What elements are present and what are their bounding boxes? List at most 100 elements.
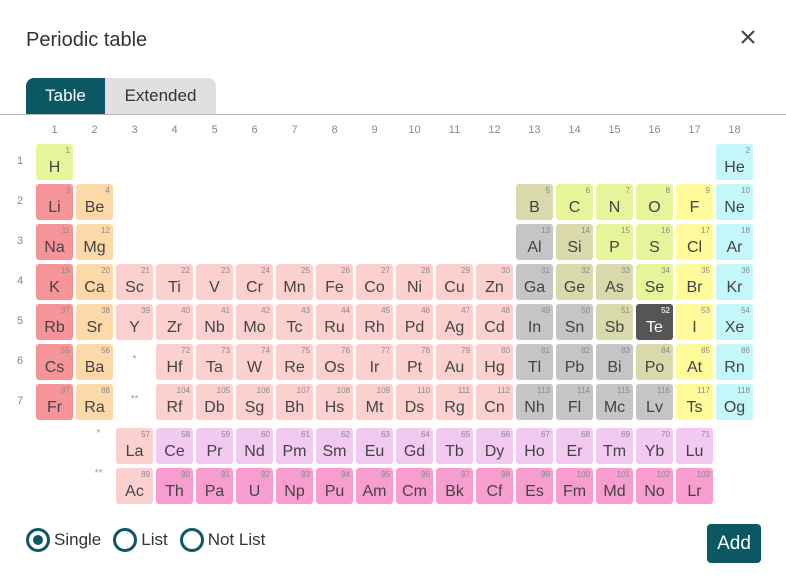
element-cs[interactable]: 55 Cs	[36, 344, 73, 380]
element-ce[interactable]: 58 Ce	[156, 428, 193, 464]
element-sb[interactable]: 51 Sb	[596, 304, 633, 340]
element-au[interactable]: 79 Au	[436, 344, 473, 380]
element-bh[interactable]: 107 Bh	[276, 384, 313, 420]
element-lr[interactable]: 103 Lr	[676, 468, 713, 504]
tab-table[interactable]: Table	[26, 78, 105, 114]
element-bk[interactable]: 97 Bk	[436, 468, 473, 504]
element-mc[interactable]: 115 Mc	[596, 384, 633, 420]
element-te[interactable]: 52 Te	[636, 304, 673, 340]
element-ho[interactable]: 67 Ho	[516, 428, 553, 464]
element-ga[interactable]: 31 Ga	[516, 264, 553, 300]
element-mt[interactable]: 109 Mt	[356, 384, 393, 420]
element-la[interactable]: 57 La	[116, 428, 153, 464]
element-md[interactable]: 101 Md	[596, 468, 633, 504]
radio-ring[interactable]	[113, 528, 138, 552]
add-button[interactable]: Add	[707, 524, 761, 563]
element-lv[interactable]: 116 Lv	[636, 384, 673, 420]
element-zr[interactable]: 40 Zr	[156, 304, 193, 340]
element-ne[interactable]: 10 Ne	[716, 184, 753, 220]
element-na[interactable]: 11 Na	[36, 224, 73, 260]
element-fl[interactable]: 114 Fl	[556, 384, 593, 420]
tab-extended[interactable]: Extended	[105, 78, 216, 114]
element-cn[interactable]: 112 Cn	[476, 384, 513, 420]
element-zn[interactable]: 30 Zn	[476, 264, 513, 300]
element-ca[interactable]: 20 Ca	[76, 264, 113, 300]
element-sg[interactable]: 106 Sg	[236, 384, 273, 420]
element-ti[interactable]: 22 Ti	[156, 264, 193, 300]
element-hf[interactable]: 72 Hf	[156, 344, 193, 380]
element-tl[interactable]: 81 Tl	[516, 344, 553, 380]
element-db[interactable]: 105 Db	[196, 384, 233, 420]
element-cf[interactable]: 98 Cf	[476, 468, 513, 504]
element-he[interactable]: 2 He	[716, 144, 753, 180]
element-sr[interactable]: 38 Sr	[76, 304, 113, 340]
element-kr[interactable]: 36 Kr	[716, 264, 753, 300]
element-ar[interactable]: 18 Ar	[716, 224, 753, 260]
element-tc[interactable]: 43 Tc	[276, 304, 313, 340]
radio-not-list[interactable]: Not List	[179, 528, 265, 552]
element-rn[interactable]: 86 Rn	[716, 344, 753, 380]
element-at[interactable]: 85 At	[676, 344, 713, 380]
element-cl[interactable]: 17 Cl	[676, 224, 713, 260]
element-ir[interactable]: 77 Ir	[356, 344, 393, 380]
element-ds[interactable]: 110 Ds	[396, 384, 433, 420]
element-po[interactable]: 84 Po	[636, 344, 673, 380]
element-ac[interactable]: 89 Ac	[116, 468, 153, 504]
element-pb[interactable]: 82 Pb	[556, 344, 593, 380]
element-ra[interactable]: 88 Ra	[76, 384, 113, 420]
element-dy[interactable]: 66 Dy	[476, 428, 513, 464]
element-ts[interactable]: 117 Ts	[676, 384, 713, 420]
element-hs[interactable]: 108 Hs	[316, 384, 353, 420]
close-icon[interactable]	[736, 25, 760, 49]
element-pt[interactable]: 78 Pt	[396, 344, 433, 380]
element-pr[interactable]: 59 Pr	[196, 428, 233, 464]
element-ag[interactable]: 47 Ag	[436, 304, 473, 340]
element-k[interactable]: 19 K	[36, 264, 73, 300]
element-am[interactable]: 95 Am	[356, 468, 393, 504]
element-se[interactable]: 34 Se	[636, 264, 673, 300]
element-pu[interactable]: 94 Pu	[316, 468, 353, 504]
element-mo[interactable]: 42 Mo	[236, 304, 273, 340]
element-re[interactable]: 75 Re	[276, 344, 313, 380]
element-ba[interactable]: 56 Ba	[76, 344, 113, 380]
element-co[interactable]: 27 Co	[356, 264, 393, 300]
element-cu[interactable]: 29 Cu	[436, 264, 473, 300]
element-u[interactable]: 92 U	[236, 468, 273, 504]
element-pm[interactable]: 61 Pm	[276, 428, 313, 464]
element-ta[interactable]: 73 Ta	[196, 344, 233, 380]
element-ni[interactable]: 28 Ni	[396, 264, 433, 300]
element-pa[interactable]: 91 Pa	[196, 468, 233, 504]
element-fe[interactable]: 26 Fe	[316, 264, 353, 300]
radio-list[interactable]: List	[113, 528, 168, 552]
element-pd[interactable]: 46 Pd	[396, 304, 433, 340]
element-eu[interactable]: 63 Eu	[356, 428, 393, 464]
radio-single[interactable]: Single	[26, 528, 101, 552]
element-fr[interactable]: 87 Fr	[36, 384, 73, 420]
element-no[interactable]: 102 No	[636, 468, 673, 504]
element-nd[interactable]: 60 Nd	[236, 428, 273, 464]
element-rg[interactable]: 111 Rg	[436, 384, 473, 420]
element-y[interactable]: 39 Y	[116, 304, 153, 340]
element-sn[interactable]: 50 Sn	[556, 304, 593, 340]
element-os[interactable]: 76 Os	[316, 344, 353, 380]
element-rf[interactable]: 104 Rf	[156, 384, 193, 420]
radio-ring[interactable]	[26, 528, 50, 552]
element-i[interactable]: 53 I	[676, 304, 713, 340]
element-sc[interactable]: 21 Sc	[116, 264, 153, 300]
element-rh[interactable]: 45 Rh	[356, 304, 393, 340]
element-mg[interactable]: 12 Mg	[76, 224, 113, 260]
element-p[interactable]: 15 P	[596, 224, 633, 260]
element-cr[interactable]: 24 Cr	[236, 264, 273, 300]
element-in[interactable]: 49 In	[516, 304, 553, 340]
element-w[interactable]: 74 W	[236, 344, 273, 380]
element-cd[interactable]: 48 Cd	[476, 304, 513, 340]
element-nh[interactable]: 113 Nh	[516, 384, 553, 420]
element-mn[interactable]: 25 Mn	[276, 264, 313, 300]
element-np[interactable]: 93 Np	[276, 468, 313, 504]
element-gd[interactable]: 64 Gd	[396, 428, 433, 464]
element-v[interactable]: 23 V	[196, 264, 233, 300]
